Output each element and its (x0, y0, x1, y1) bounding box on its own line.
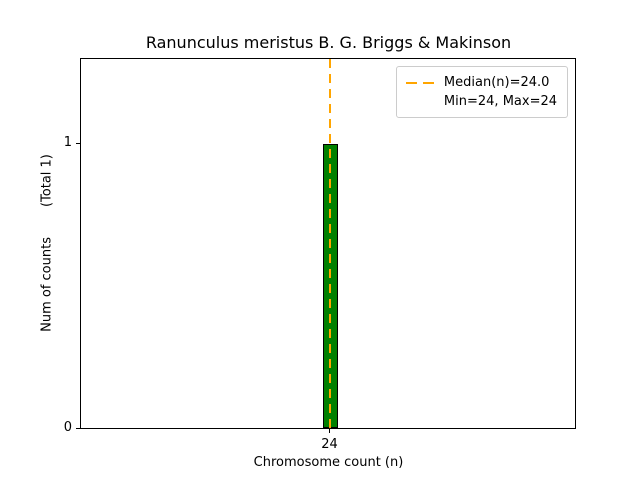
y-tick-mark-1 (76, 143, 80, 144)
legend-label-median: Median(n)=24.0 (443, 75, 550, 90)
x-tick-label-24: 24 (321, 437, 338, 452)
y-axis-label-main: Num of counts (39, 237, 55, 332)
legend-dash-sample (405, 81, 436, 84)
chart-title: Ranunculus meristus B. G. Briggs & Makin… (145, 33, 512, 52)
y-tick-label-1: 1 (63, 135, 72, 150)
x-tick-mark-24 (329, 429, 330, 433)
legend-box: Median(n)=24.0 Min=24, Max=24 (395, 66, 568, 118)
x-axis-label: Chromosome count (n) (253, 455, 404, 470)
y-axis-label-total: (Total 1) (39, 154, 55, 208)
median-dashed-line (329, 59, 331, 428)
y-axis-label: Num of counts (Total 1) (40, 154, 55, 332)
y-tick-label-0: 0 (63, 420, 72, 435)
legend-label-minmax: Min=24, Max=24 (443, 94, 557, 109)
legend-row-median: Median(n)=24.0 (405, 73, 557, 92)
legend-row-minmax: Min=24, Max=24 (406, 92, 557, 111)
y-tick-mark-0 (76, 428, 80, 429)
plot-area: Median(n)=24.0 Min=24, Max=24 (80, 58, 576, 429)
